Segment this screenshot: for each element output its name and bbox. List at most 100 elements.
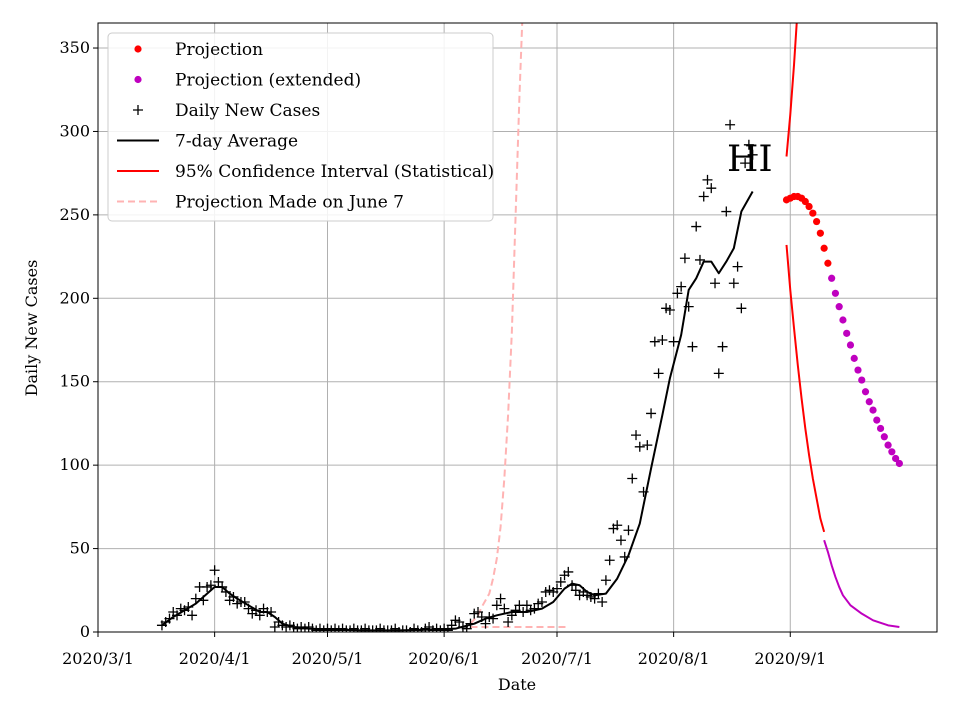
x-axis-label: Date	[498, 675, 536, 694]
projection-extended-point	[873, 416, 881, 424]
daily-case-marker	[604, 555, 615, 566]
x-tick-label: 2020/5/1	[292, 649, 364, 668]
y-tick-label: 350	[59, 38, 90, 57]
projection-extended-point	[880, 433, 888, 441]
daily-case-marker	[597, 596, 608, 607]
y-tick-label: 0	[80, 622, 90, 641]
daily-case-marker	[209, 565, 220, 576]
state-label: HI	[727, 139, 773, 180]
daily-case-marker	[495, 593, 506, 604]
daily-case-marker	[205, 580, 216, 591]
projection-extended-point	[843, 329, 851, 337]
daily-case-marker	[717, 341, 728, 352]
daily-case-marker	[570, 585, 581, 596]
ticks: 2020/3/1 2020/4/1 2020/5/1 2020/6/1 2020/7/1…	[59, 38, 826, 668]
legend-label: Projection (extended)	[175, 71, 361, 91]
ci-lower-extended-line	[823, 539, 900, 628]
projection-extended-point	[884, 441, 892, 449]
y-tick-label: 300	[59, 121, 90, 140]
ci-lower-line	[785, 244, 826, 533]
projection-extended-point	[828, 274, 836, 282]
projection-point	[805, 202, 813, 211]
legend-label: Daily New Cases	[175, 101, 320, 121]
legend: Projection Projection (extended) Daily New…	[107, 32, 494, 222]
daily-case-marker	[393, 627, 404, 632]
daily-case-marker	[552, 583, 563, 594]
daily-case-marker	[627, 473, 638, 484]
daily-case-marker	[612, 520, 623, 531]
projection-extended-point	[854, 366, 862, 374]
daily-case-marker	[503, 616, 514, 627]
daily-case-marker	[698, 191, 709, 202]
projection-point	[816, 229, 824, 237]
daily-case-marker	[488, 613, 499, 624]
daily-case-marker	[642, 440, 653, 451]
daily-case-marker	[649, 336, 660, 347]
legend-entry: Daily New Cases	[133, 101, 320, 121]
daily-case-marker	[491, 600, 502, 611]
legend-label: Projection Made on June 7	[175, 193, 404, 213]
daily-case-marker	[634, 441, 645, 452]
daily-case-marker	[747, 149, 758, 160]
projection-extended-point	[869, 406, 877, 414]
daily-case-marker	[653, 368, 664, 379]
daily-case-marker	[615, 535, 626, 546]
projection-extended-point	[835, 303, 843, 311]
daily-case-marker	[472, 606, 483, 617]
legend-entry: 7-day Average	[117, 132, 298, 152]
x-tick-label: 2020/3/1	[62, 649, 134, 668]
projection-extended-point	[839, 316, 847, 324]
daily-case-marker	[721, 206, 732, 217]
legend-label: 7-day Average	[175, 132, 298, 152]
daily-case-marker	[600, 575, 611, 586]
daily-case-marker	[664, 304, 675, 315]
x-tick-label: 2020/8/1	[638, 649, 710, 668]
legend-dot-icon	[134, 75, 142, 84]
x-tick-label: 2020/9/1	[754, 649, 826, 668]
x-tick-label: 2020/6/1	[408, 649, 480, 668]
x-tick-label: 2020/7/1	[521, 649, 593, 668]
projection-point	[813, 217, 821, 226]
daily-case-marker	[736, 303, 747, 314]
daily-case-marker	[710, 278, 721, 289]
daily-case-marker	[676, 281, 687, 292]
seven-day-average-line	[161, 191, 754, 632]
daily-case-marker	[555, 576, 566, 587]
projection-extended-point	[876, 424, 885, 433]
legend-label: 95% Confidence Interval (Statistical)	[175, 162, 494, 182]
june7-projection-upper-line	[469, 23, 524, 625]
legend-plus-icon	[133, 105, 143, 115]
daily-case-marker	[536, 596, 547, 607]
y-tick-label: 50	[70, 539, 90, 558]
daily-case-marker	[706, 183, 717, 194]
y-tick-label: 250	[59, 205, 90, 224]
daily-case-marker	[454, 616, 465, 627]
daily-case-marker	[743, 139, 754, 150]
daily-case-marker	[740, 158, 751, 169]
daily-case-marker	[646, 408, 657, 419]
daily-case-marker	[713, 368, 724, 379]
series-layer	[156, 23, 903, 632]
legend-entry: Projection Made on June 7	[117, 193, 404, 213]
x-tick-label: 2020/4/1	[179, 649, 251, 668]
daily-case-marker	[694, 254, 705, 265]
daily-case-marker	[269, 621, 280, 632]
daily-case-marker	[499, 603, 510, 614]
projection-point	[820, 244, 828, 252]
daily-case-marker	[702, 174, 713, 185]
daily-case-marker	[563, 566, 574, 577]
legend-entry: Projection (extended)	[134, 71, 361, 91]
daily-case-marker	[732, 261, 743, 272]
daily-case-marker	[728, 278, 739, 289]
legend-box	[107, 32, 494, 222]
projection-point	[824, 259, 832, 267]
projection-extended-point	[858, 376, 866, 384]
projection-extended-point	[865, 398, 873, 406]
daily-case-marker	[521, 600, 532, 611]
daily-case-marker	[691, 221, 702, 232]
daily-case-marker	[510, 605, 521, 616]
daily-case-marker	[679, 253, 690, 264]
projection-extended-point	[888, 448, 896, 456]
projection-extended-point	[892, 454, 900, 463]
